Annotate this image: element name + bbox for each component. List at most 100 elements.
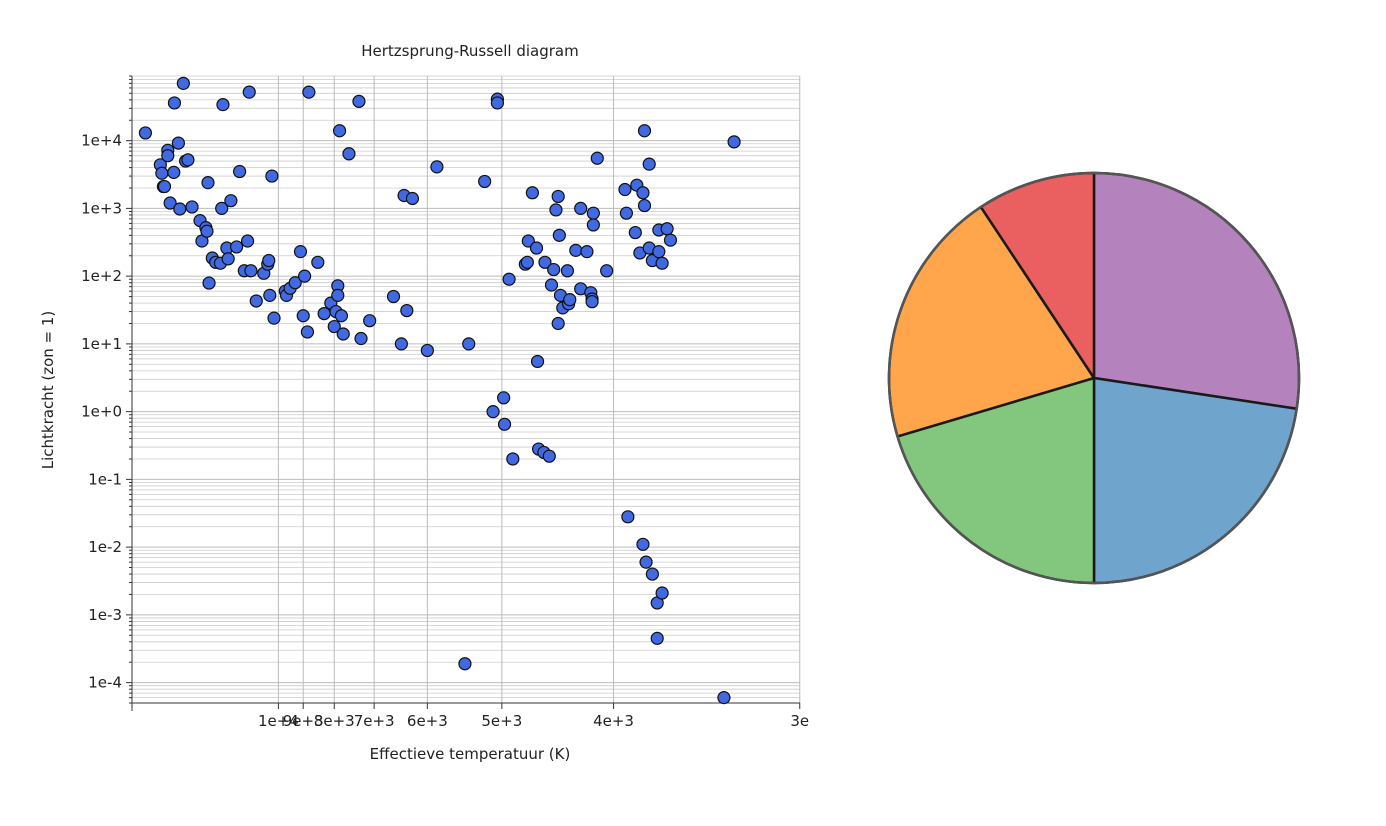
data-point [334, 309, 349, 323]
data-point [502, 272, 516, 286]
pie-outline [887, 171, 1301, 585]
x-tick-label: 4e+3 [593, 712, 634, 730]
data-point [354, 331, 368, 346]
hr-diagram-chart: 1e+49e+38e+3 7e+3 6e+3 5e+3 4e+3 3e 1e-41e-31… [39, 42, 809, 763]
y-tick-label: 1e+4 [81, 132, 122, 150]
data-point [645, 567, 659, 581]
x-tick-label: 1e+4 [258, 712, 299, 730]
data-point [200, 224, 214, 238]
data-point [167, 165, 181, 179]
data-point [216, 98, 230, 112]
data-point [293, 245, 308, 259]
data-point [386, 289, 401, 304]
data-point [538, 255, 552, 269]
data-point [574, 201, 588, 215]
x-tick-label: 5e+3 [481, 712, 522, 730]
data-point [420, 343, 434, 358]
data-point [530, 354, 545, 369]
data-point [486, 405, 500, 419]
data-point [331, 288, 345, 302]
data-point [317, 306, 331, 321]
data-point [637, 198, 652, 213]
pie-slice [1092, 376, 1298, 585]
data-point [244, 264, 258, 278]
data-point [311, 255, 325, 269]
data-point [163, 196, 177, 210]
data-point [618, 182, 632, 197]
data-point [639, 555, 653, 569]
data-point [619, 206, 634, 220]
data-point [650, 631, 664, 645]
y-tick-label: 1e-1 [88, 470, 122, 488]
y-tick-label: 1e-2 [88, 538, 122, 556]
data-point [663, 233, 678, 247]
data-point [655, 256, 669, 270]
data-point [544, 278, 559, 292]
data-point [430, 160, 444, 174]
data-point [224, 194, 238, 208]
data-point [497, 417, 512, 431]
data-point [652, 245, 666, 259]
data-point [185, 200, 199, 214]
grid-lines [132, 75, 801, 704]
data-point [563, 293, 577, 307]
data-point [585, 295, 599, 309]
data-point [580, 245, 594, 259]
data-point [201, 176, 215, 190]
data-point [332, 124, 347, 138]
data-point [181, 153, 195, 167]
data-point [138, 126, 153, 140]
data-point [497, 391, 511, 405]
y-ticks: 1e-4 1e-3 1e-2 1e-1 1e+0 1e+1 1e+2 1e+3 1e+4 [81, 75, 132, 704]
data-point [727, 135, 741, 149]
y-axis-label: Lichtkracht (zon = 1) [39, 311, 57, 470]
data-point [249, 294, 263, 308]
data-point [717, 691, 731, 705]
pie-slice [1092, 171, 1301, 411]
data-point [529, 241, 544, 255]
data-point [525, 186, 539, 200]
data-point [221, 252, 235, 266]
x-tick-label: 7e+3 [354, 712, 395, 730]
data-point [352, 94, 366, 108]
data-point [298, 269, 312, 283]
data-point [171, 136, 185, 150]
axes [131, 76, 800, 704]
data-point [265, 169, 279, 183]
x-tick-label: 3e [790, 712, 809, 730]
data-point [628, 225, 642, 240]
data-point [262, 253, 276, 268]
data-point [157, 179, 172, 194]
data-point [542, 449, 556, 463]
data-point [552, 228, 566, 242]
data-point [202, 276, 216, 290]
y-tick-label: 1e+2 [81, 267, 122, 285]
x-axis-label: Effectieve temperatuur (K) [370, 745, 571, 763]
data-point [569, 243, 583, 257]
data-point [173, 202, 187, 216]
data-point [394, 337, 408, 351]
data-point [551, 189, 565, 204]
x-ticks: 1e+49e+38e+3 7e+3 6e+3 5e+3 4e+3 3e [131, 703, 809, 730]
data-point [490, 96, 505, 110]
data-point [660, 222, 674, 236]
data-point [161, 149, 175, 163]
data-point [176, 76, 190, 90]
data-point [296, 309, 310, 323]
y-tick-label: 1e+3 [81, 199, 122, 217]
data-point [240, 234, 255, 248]
data-point [636, 186, 650, 200]
x-tick-label: 6e+3 [407, 712, 448, 730]
data-point [600, 264, 614, 278]
y-tick-label: 1e-3 [88, 606, 122, 624]
data-point [327, 319, 341, 334]
data-point [655, 586, 669, 600]
y-tick-label: 1e-4 [88, 674, 122, 692]
data-point [636, 537, 650, 551]
data-point [405, 191, 420, 206]
data-point [336, 327, 350, 341]
data-point [302, 85, 316, 99]
data-point [520, 255, 534, 269]
data-point [230, 240, 244, 254]
data-point [167, 96, 182, 110]
